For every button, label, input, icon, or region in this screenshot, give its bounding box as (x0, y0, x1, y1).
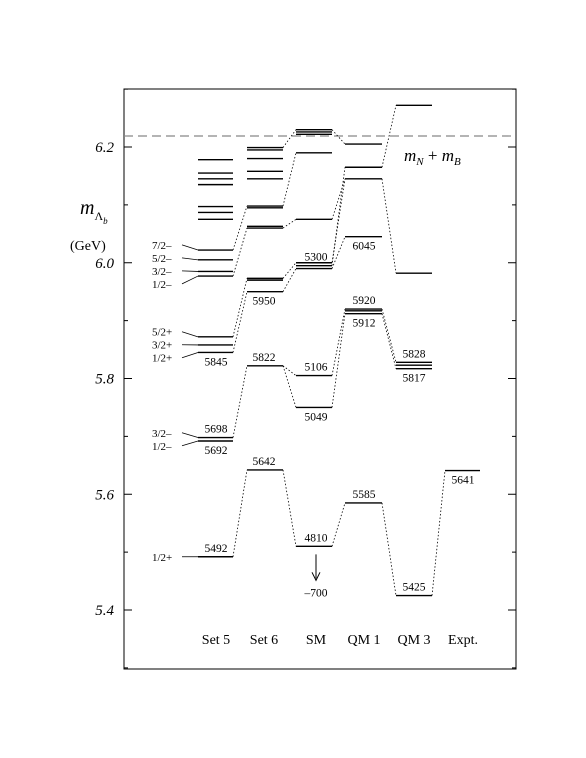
sm-offscale-indicator: –700 (304, 554, 328, 599)
spin-parity-label: 3/2– (152, 428, 172, 440)
spin-parity-label: 1/2– (152, 441, 172, 453)
spin-parity-label: 3/2– (152, 266, 172, 278)
column-label-set6: Set 6 (250, 633, 278, 648)
connector-set5-set6 (232, 205, 248, 251)
spin-parity-label: 1/2– (152, 279, 172, 291)
y-tick-label: 6.0 (95, 256, 114, 272)
column-label-expt: Expt. (448, 633, 478, 648)
value-label-sm: 5300 (305, 252, 328, 264)
threshold-label: mN + mB (404, 146, 461, 168)
connector-qm1-qm3 (381, 308, 397, 363)
connector-set6-sm (282, 129, 297, 148)
value-label-sm: 4810 (305, 532, 328, 544)
connector-sm-qm1 (331, 313, 346, 408)
threshold-line-group: mN + mB (124, 135, 516, 168)
connector-set6-sm (282, 219, 297, 229)
value-label-set5: 5845 (205, 356, 228, 368)
value-label-set5: 5698 (205, 424, 228, 436)
connector-set6-sm (282, 365, 297, 376)
connector-sm-qm1 (331, 178, 346, 263)
value-label-set6: 5642 (253, 456, 276, 468)
spin-parity-label: 5/2+ (152, 327, 172, 339)
y-tick-label: 6.2 (95, 140, 114, 156)
y-tick-label: 5.8 (95, 372, 114, 388)
connector-set5-set6 (232, 278, 248, 337)
y-axis-title: mΛb (80, 197, 108, 226)
value-labels: 5492 5698 5692 5845 5642 5822 5950 4810 5049 5106… (205, 241, 475, 594)
value-label-sm: 5106 (305, 362, 328, 374)
y-tick-label: 5.4 (95, 603, 114, 619)
spin-parity-label: 3/2+ (152, 340, 172, 352)
value-label-set5: 5492 (205, 543, 228, 555)
connector-qm1-qm3 (381, 105, 397, 168)
value-label-qm1: 5585 (353, 489, 376, 501)
connector-qm1-qm3 (381, 178, 397, 274)
offscale-arrow-head (311, 572, 321, 582)
spin-parity-leader (181, 440, 199, 447)
spin-parity-leader (181, 331, 199, 338)
value-label-set6: 5822 (253, 352, 276, 364)
column-label-set5: Set 5 (202, 633, 230, 648)
connector-qm3-expt (431, 470, 446, 596)
spin-parity-leader (181, 257, 199, 261)
connector-set6-sm (282, 469, 297, 547)
y-axis-ticks: 5.4 5.6 5.8 6.0 6.2 (95, 88, 516, 669)
connector-sm-qm1 (331, 308, 346, 376)
value-label-sm: 5049 (305, 411, 328, 423)
value-label-qm3: 5828 (403, 348, 426, 360)
column-labels: Set 5 Set 6 SM QM 1 QM 3 Expt. (202, 633, 478, 648)
offscale-value-label: –700 (304, 587, 328, 599)
column-label-sm: SM (306, 633, 327, 648)
value-label-set5: 5692 (205, 445, 228, 457)
value-label-expt: 5641 (452, 475, 475, 487)
connector-set5-set6 (232, 291, 248, 353)
connector-sm-qm1 (331, 129, 346, 145)
connection-lines (232, 105, 446, 596)
connector-set6-sm (282, 268, 297, 292)
connector-sm-qm1 (331, 236, 346, 269)
spin-parity-leader (181, 432, 199, 438)
spin-parity-label: 7/2– (152, 240, 172, 252)
connector-sm-qm1 (331, 167, 346, 266)
energy-levels (198, 104, 480, 597)
y-axis-unit: (GeV) (70, 239, 106, 254)
connector-set5-set6 (232, 227, 248, 277)
column-label-qm1: QM 1 (347, 633, 380, 648)
column-label-qm3: QM 3 (397, 633, 430, 648)
connector-sm-qm1 (331, 502, 346, 547)
value-label-qm1: 5912 (353, 318, 376, 330)
spin-parity-leader (181, 270, 199, 272)
connector-qm1-qm3 (381, 313, 397, 369)
value-label-qm1: 5920 (353, 295, 376, 307)
spin-parity-leader (181, 244, 199, 251)
value-label-qm3: 5817 (403, 373, 426, 385)
connector-set6-sm (282, 262, 297, 279)
connector-set6-sm (282, 152, 297, 207)
connector-qm1-qm3 (381, 502, 397, 596)
value-label-qm1: 6045 (353, 241, 376, 253)
connector-set5-set6 (232, 365, 248, 438)
plot-frame (123, 88, 517, 670)
connector-set6-sm (282, 365, 297, 408)
spin-parity-leader (181, 275, 199, 285)
spin-parity-label: 5/2– (152, 253, 172, 265)
spin-parity-label: 1/2+ (152, 353, 172, 365)
y-tick-label: 5.6 (95, 487, 114, 503)
spin-parity-labels: 1/2+1/2–3/2–1/2+3/2+5/2+1/2–3/2–5/2–7/2– (152, 240, 199, 564)
connector-sm-qm1 (331, 178, 346, 220)
connector-set5-set6 (232, 469, 248, 557)
spin-parity-leader (181, 352, 199, 359)
value-label-qm3: 5425 (403, 582, 426, 594)
spin-parity-label: 1/2+ (152, 552, 172, 564)
value-label-set6: 5950 (253, 296, 276, 308)
